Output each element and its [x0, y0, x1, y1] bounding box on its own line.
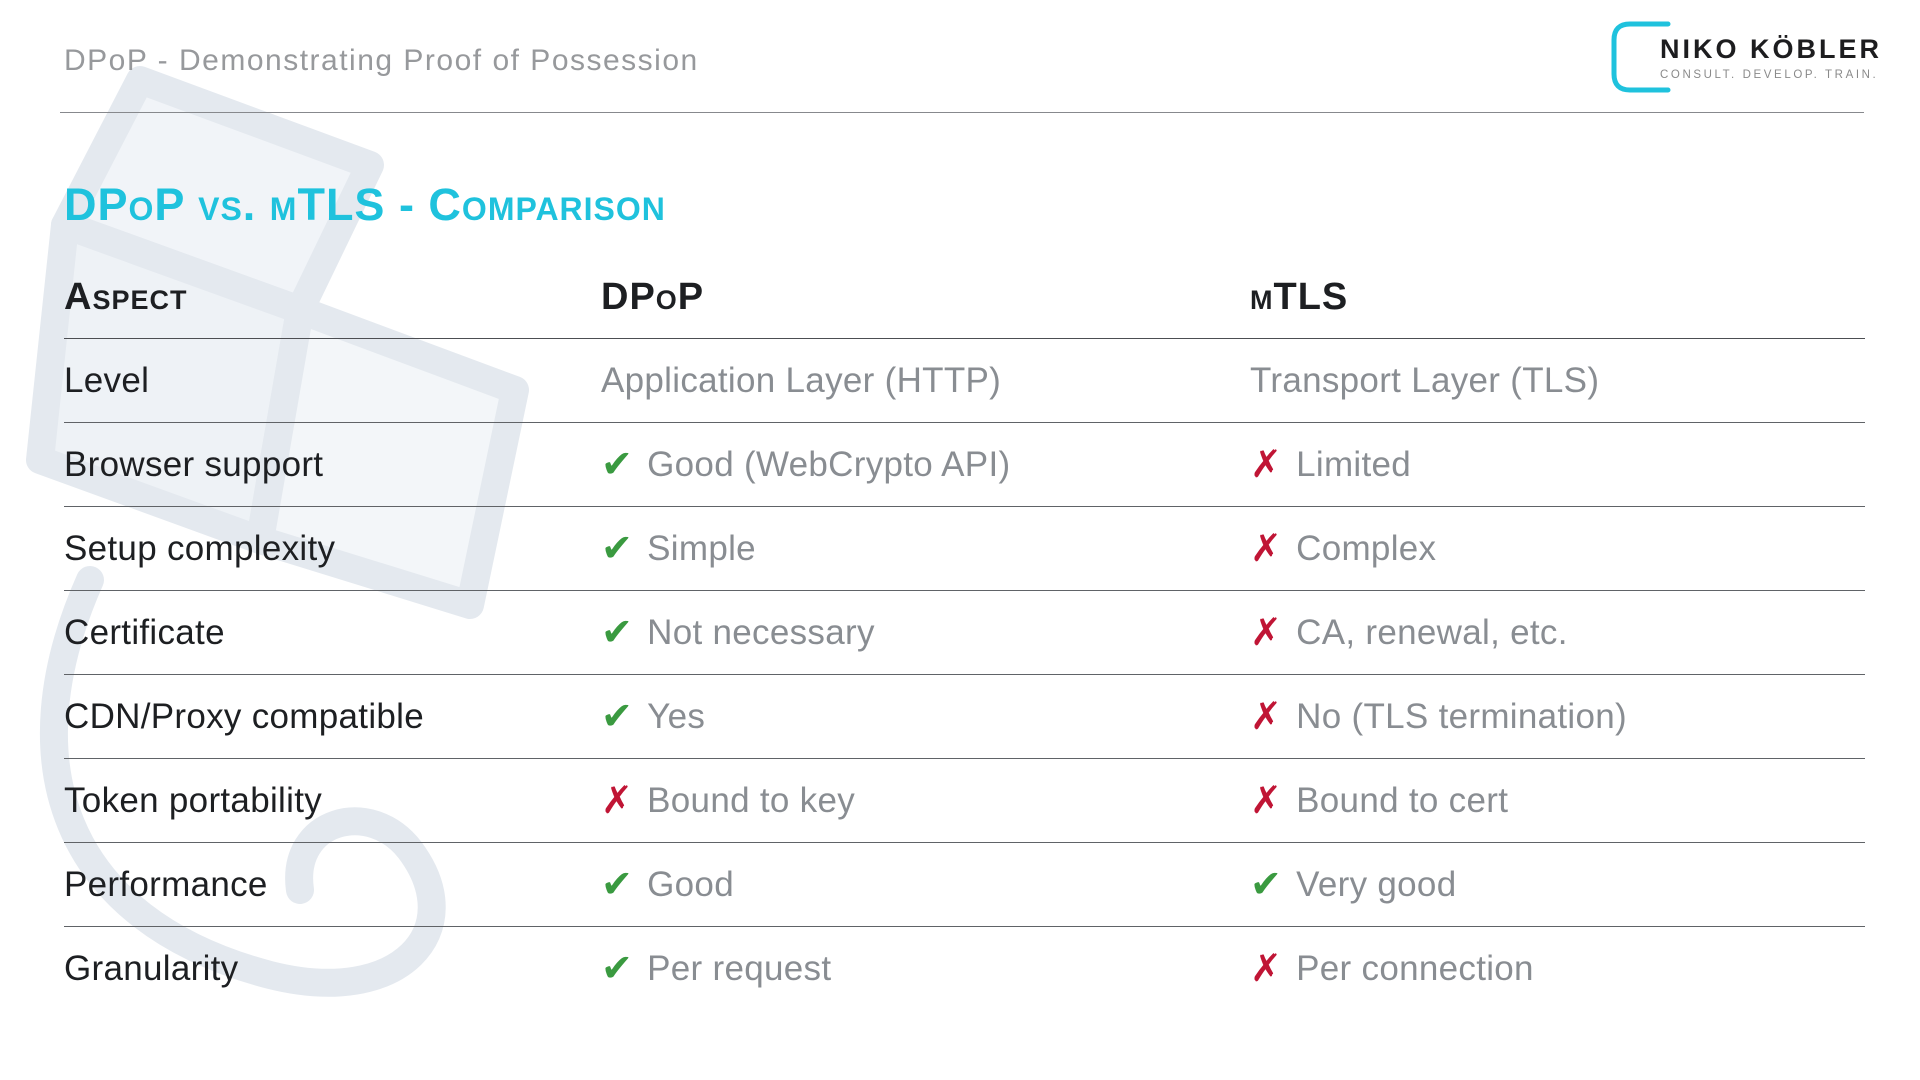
cross-icon: ✗ [1250, 611, 1283, 654]
dpop-cell: ✗ Bound to key [601, 781, 1250, 821]
mtls-value: Very good [1296, 864, 1457, 904]
table-row: Setup complexity ✔ Simple ✗ Complex [64, 507, 1865, 591]
dpop-value: Application Layer (HTTP) [601, 360, 1002, 400]
dpop-value: Good [647, 864, 734, 904]
column-header-mtls: mTLS [1250, 276, 1349, 318]
mtls-cell: ✔ Very good [1250, 865, 1865, 905]
dpop-value: Simple [647, 528, 756, 568]
dpop-cell: ✔ Yes [601, 697, 1250, 737]
check-icon: ✔ [601, 611, 634, 654]
table-row: Granularity ✔ Per request ✗ Per connecti… [64, 927, 1865, 1011]
table-row: Token portability ✗ Bound to key ✗ Bound… [64, 759, 1865, 843]
mtls-cell: ✗ Per connection [1250, 949, 1865, 989]
check-icon: ✔ [601, 948, 634, 990]
page-title: DPoP vs. mTLS - Comparison [64, 179, 666, 230]
mtls-cell: ✗ No (TLS termination) [1250, 697, 1865, 737]
cross-icon: ✗ [1250, 948, 1283, 990]
header-divider [60, 112, 1864, 113]
check-icon: ✔ [1250, 863, 1283, 906]
check-icon: ✔ [601, 527, 634, 570]
dpop-cell: ✔ Good [601, 865, 1250, 905]
brand-logo: NIKO KÖBLER CONSULT. DEVELOP. TRAIN. [1604, 16, 1882, 98]
dpop-cell: ✔ Simple [601, 529, 1250, 569]
dpop-value: Bound to key [647, 780, 856, 820]
cross-icon: ✗ [1250, 527, 1283, 570]
table-row: Certificate ✔ Not necessary ✗ CA, renewa… [64, 591, 1865, 675]
aspect-label: Token portability [64, 780, 323, 820]
mtls-value: No (TLS termination) [1296, 696, 1627, 736]
aspect-label: Level [64, 360, 150, 400]
mtls-value: Bound to cert [1296, 780, 1509, 820]
column-header-dpop: DPoP [601, 276, 705, 318]
dpop-cell: ✔ Per request [601, 949, 1250, 989]
table-row: Performance ✔ Good ✔ Very good [64, 843, 1865, 927]
mtls-value: Complex [1296, 528, 1437, 568]
comparison-table-body: Level Application Layer (HTTP) Transport… [64, 339, 1865, 1011]
dpop-cell: ✔ Not necessary [601, 613, 1250, 653]
dpop-value: Good (WebCrypto API) [647, 444, 1011, 484]
table-row: CDN/Proxy compatible ✔ Yes ✗ No (TLS ter… [64, 675, 1865, 759]
dpop-cell: ✔ Good (WebCrypto API) [601, 445, 1250, 485]
brand-tagline: CONSULT. DEVELOP. TRAIN. [1660, 68, 1879, 81]
mtls-value: CA, renewal, etc. [1296, 612, 1568, 652]
aspect-label: Certificate [64, 612, 225, 652]
mtls-cell: Transport Layer (TLS) [1250, 361, 1865, 401]
table-row: Level Application Layer (HTTP) Transport… [64, 339, 1865, 423]
check-icon: ✔ [601, 695, 634, 738]
cross-icon: ✗ [601, 779, 634, 822]
deck-title: DPoP - Demonstrating Proof of Possession [64, 44, 699, 77]
mtls-value: Transport Layer (TLS) [1250, 360, 1600, 400]
cross-icon: ✗ [1250, 695, 1283, 738]
slide-content: DPoP vs. mTLS - Comparison Aspect DPoP m… [64, 182, 1865, 1011]
check-icon: ✔ [601, 863, 634, 906]
brand-text: NIKO KÖBLER CONSULT. DEVELOP. TRAIN. [1660, 34, 1882, 81]
aspect-label: Granularity [64, 949, 239, 988]
dpop-cell: Application Layer (HTTP) [601, 361, 1250, 401]
dpop-value: Not necessary [647, 612, 875, 652]
mtls-cell: ✗ Complex [1250, 529, 1865, 569]
brand-bracket-icon [1611, 21, 1671, 93]
table-row: Browser support ✔ Good (WebCrypto API) ✗… [64, 423, 1865, 507]
mtls-cell: ✗ Bound to cert [1250, 781, 1865, 821]
column-header-aspect: Aspect [64, 276, 188, 318]
brand-name: NIKO KÖBLER [1660, 33, 1882, 64]
aspect-label: Browser support [64, 444, 324, 484]
dpop-value: Yes [647, 696, 706, 736]
cross-icon: ✗ [1250, 779, 1283, 822]
mtls-value: Limited [1296, 444, 1412, 484]
check-icon: ✔ [601, 443, 634, 486]
mtls-cell: ✗ Limited [1250, 445, 1865, 485]
mtls-cell: ✗ CA, renewal, etc. [1250, 613, 1865, 653]
aspect-label: CDN/Proxy compatible [64, 696, 424, 736]
mtls-value: Per connection [1296, 949, 1534, 988]
comparison-table: Aspect DPoP mTLS Level Application Layer… [64, 257, 1865, 1011]
aspect-label: Performance [64, 864, 268, 904]
dpop-value: Per request [647, 949, 832, 988]
table-header-row: Aspect DPoP mTLS [64, 257, 1865, 339]
aspect-label: Setup complexity [64, 528, 336, 568]
cross-icon: ✗ [1250, 443, 1283, 486]
